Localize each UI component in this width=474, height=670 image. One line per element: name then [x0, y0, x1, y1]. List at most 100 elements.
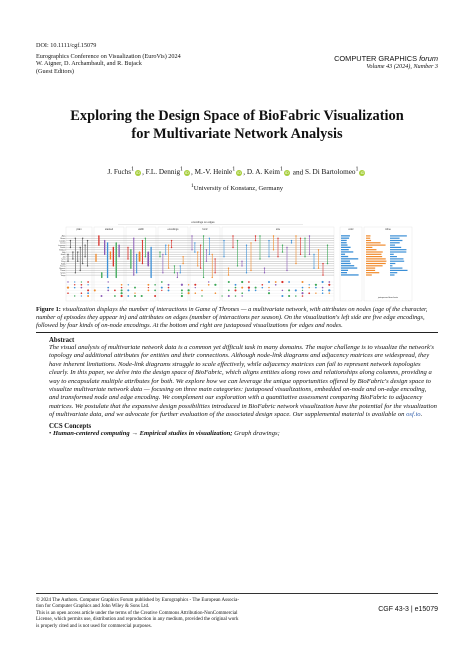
edge-attribute-dot: [214, 292, 217, 295]
edge-endpoint: [109, 258, 112, 260]
edge-attribute-dot: [154, 289, 156, 292]
edge-endpoint: [245, 244, 248, 246]
orcid-icon[interactable]: iD: [135, 169, 142, 176]
node-attr-bar: [366, 267, 376, 269]
orcid-icon[interactable]: iD: [236, 169, 243, 176]
edge-endpoint: [191, 249, 193, 251]
author: M.-V. Heinle1 iD: [194, 167, 243, 177]
edge-attribute-dot: [147, 289, 150, 292]
edge-endpoint: [147, 265, 149, 267]
edge-endpoint: [223, 239, 225, 242]
edge-attribute-dot: [134, 295, 136, 297]
edge-attribute-dot: [268, 286, 270, 289]
edge-endpoint: [263, 272, 266, 274]
paper-header-left: DOI: 10.1111/cgf.15079 Eurographics Conf…: [36, 42, 276, 75]
edge-endpoint: [202, 235, 205, 237]
section-label-stacked: stacked: [105, 228, 114, 231]
node-attr-bar: [366, 242, 381, 244]
edge-endpoint: [162, 272, 164, 274]
edge-endpoint: [227, 267, 230, 269]
edge-endpoint: [313, 253, 315, 256]
edge-endpoint: [118, 244, 120, 246]
edge-attribute-dot: [288, 289, 291, 292]
edge-endpoint: [98, 235, 100, 237]
node-attr-bar: [366, 269, 376, 271]
node-attr-bar: [390, 274, 395, 276]
edge-attribute-dot: [268, 281, 270, 283]
node-bar: [341, 242, 347, 244]
node-attr-bar: [366, 256, 383, 258]
abstract-heading: Abstract: [49, 337, 75, 344]
edge-endpoint: [141, 262, 144, 265]
author: S. Di Bartolomeo1 iD: [304, 167, 366, 177]
panel-width: [125, 226, 157, 302]
edge-attribute-dot: [134, 286, 136, 289]
edge-attribute-dot: [160, 281, 163, 283]
node-bar: [341, 269, 349, 271]
edge-attribute-dot: [328, 289, 331, 292]
edge-endpoint: [214, 272, 216, 274]
edge-endpoint: [317, 249, 320, 251]
node-attr-bar: [366, 265, 383, 267]
node-label: Robb: [61, 263, 66, 265]
edge-attribute-dot: [73, 295, 76, 297]
edge-attribute-dot: [180, 289, 183, 292]
edge-endpoint: [84, 244, 86, 246]
edge-attribute-dot: [227, 295, 230, 297]
conference: Eurographics Conference on Visualization…: [36, 52, 181, 60]
author: J. Fuchs1 iD: [107, 167, 142, 177]
edge-attribute-dot: [107, 286, 110, 289]
edge-attribute-dot: [87, 295, 90, 297]
edge-attribute-dot: [167, 286, 170, 289]
orcid-icon[interactable]: iD: [184, 169, 191, 176]
edge-endpoint: [208, 253, 211, 256]
panel-encodings: [157, 226, 189, 302]
edge-attribute-dot: [328, 283, 331, 286]
edge-attribute-dot: [328, 292, 331, 294]
edge-endpoint: [250, 269, 252, 272]
node-attr-bar: [366, 244, 386, 246]
edge-attribute-dot: [214, 283, 217, 286]
edge-attribute-dot: [87, 289, 90, 292]
edge-endpoint: [268, 239, 270, 242]
section-label-plain: plain: [76, 228, 82, 231]
orcid-icon[interactable]: iD: [359, 169, 366, 176]
edge-endpoint: [159, 256, 161, 258]
doi: DOI: 10.1111/cgf.15079: [36, 42, 97, 49]
edge-endpoint: [170, 239, 173, 242]
edge-endpoint: [179, 272, 181, 274]
edge-endpoint: [170, 246, 173, 249]
node-attr-bar: [366, 262, 386, 265]
edge-endpoint: [214, 258, 216, 260]
editors-note: (Guest Editors): [36, 67, 74, 75]
edge-endpoint: [130, 267, 132, 269]
author: D. A. Keim1 iD: [246, 167, 290, 177]
ccs-heading: CCS Concepts: [49, 422, 92, 430]
edge-endpoint: [254, 239, 257, 242]
edge-attribute-dot: [187, 284, 190, 286]
edge-endpoint: [208, 237, 211, 239]
edge-endpoint: [98, 244, 100, 246]
supplemental-link[interactable]: osf.io: [406, 411, 421, 419]
node-label: Stannis: [59, 267, 65, 270]
node-attr-bar: [366, 246, 373, 248]
edge-attribute-dot: [127, 289, 130, 292]
edge-endpoint: [245, 272, 248, 274]
edge-attribute-dot: [294, 289, 297, 292]
edge-endpoint: [304, 256, 306, 258]
edge-attribute-dot: [234, 289, 237, 292]
orcid-icon[interactable]: iD: [283, 169, 290, 176]
edge-endpoint: [205, 260, 208, 262]
edge-attribute-dot: [301, 280, 304, 284]
edge-endpoint: [295, 235, 297, 237]
edge-endpoint: [95, 260, 97, 262]
edge-endpoint: [127, 258, 129, 260]
edge-attribute-dot: [180, 283, 184, 286]
edge-attribute-dot: [301, 286, 304, 289]
edge-endpoint: [74, 237, 77, 239]
ccs-concepts: • Human-centered computing → Empirical s…: [49, 429, 280, 437]
edge-attribute-dot: [234, 295, 237, 297]
edge-attribute-dot: [67, 281, 69, 283]
edge-attribute-dot: [134, 292, 136, 294]
edge-endpoint: [101, 272, 103, 274]
